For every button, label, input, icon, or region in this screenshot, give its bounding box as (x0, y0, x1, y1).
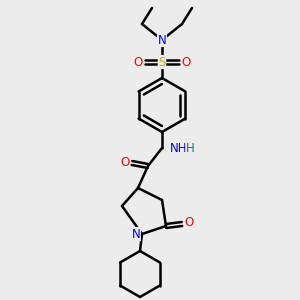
Text: H: H (186, 142, 195, 155)
Text: O: O (182, 56, 190, 68)
Text: O: O (184, 217, 194, 230)
Text: O: O (120, 157, 130, 169)
Text: NH: NH (170, 142, 188, 155)
Text: N: N (158, 34, 166, 46)
Text: S: S (158, 56, 166, 68)
Text: N: N (132, 227, 140, 241)
Text: O: O (134, 56, 142, 68)
